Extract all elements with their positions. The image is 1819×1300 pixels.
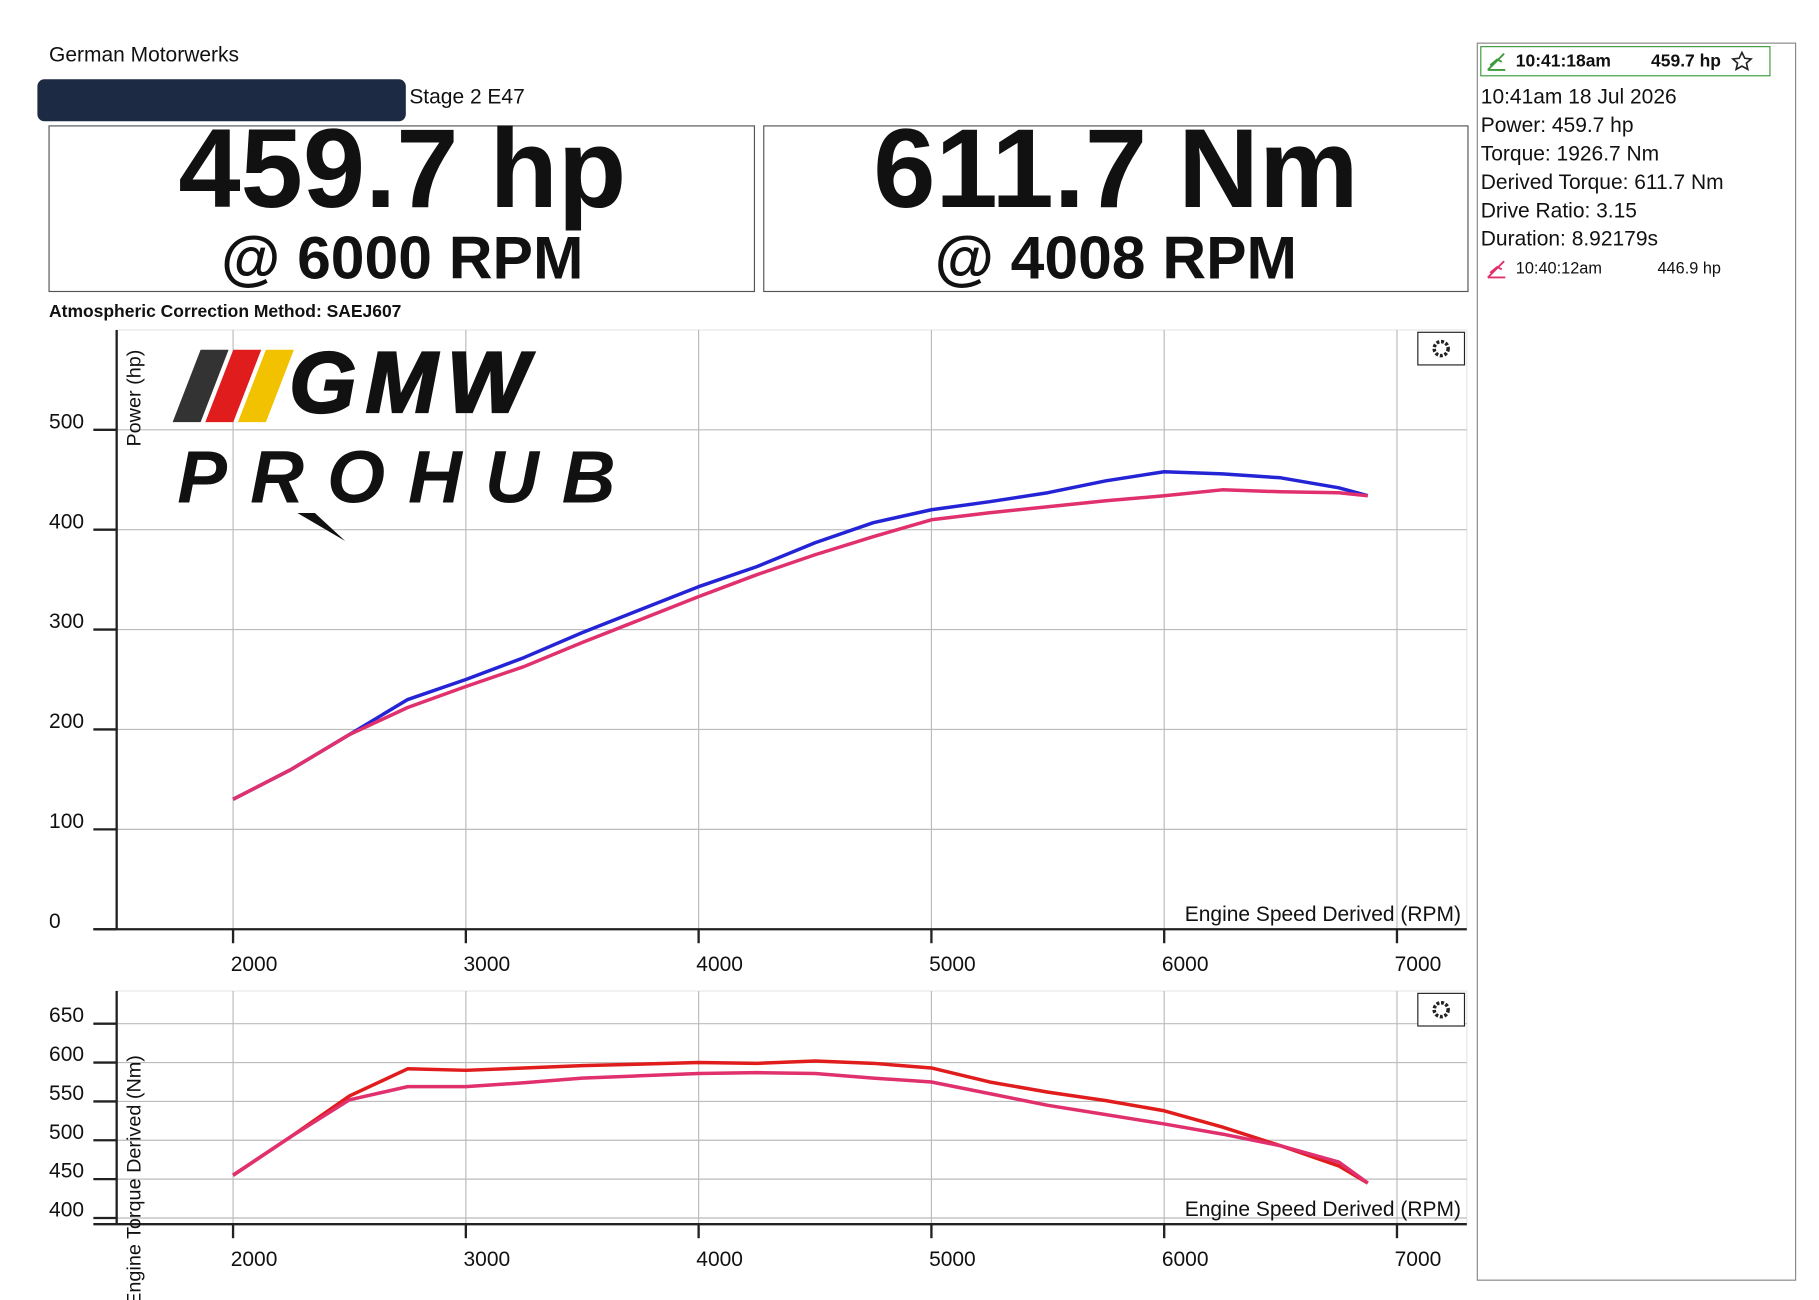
y-tick-label: 650 <box>49 1004 84 1027</box>
y-tick-label: 0 <box>49 910 61 933</box>
y-tick-label: 450 <box>49 1160 84 1183</box>
other-peak: 446.9 hp <box>1657 260 1721 278</box>
y-axis-title: Engine Torque Derived (Nm) <box>124 1055 146 1300</box>
run-details: 10:41am 18 Jul 2026 Power: 459.7 hp Torque… <box>1481 85 1724 250</box>
run-icon <box>1487 260 1506 279</box>
x-tick-label: 5000 <box>929 953 976 976</box>
data-line <box>232 488 1369 801</box>
settings-icon <box>1432 1000 1450 1019</box>
detail-line: 10:41am 18 Jul 2026 <box>1481 85 1677 108</box>
detail-line: Torque: 1926.7 Nm <box>1481 142 1659 165</box>
current-run[interactable] <box>1480 46 1771 77</box>
x-tick-label: 3000 <box>464 1248 511 1271</box>
logo-stripe <box>172 349 229 423</box>
y-tick-label: 600 <box>49 1043 84 1066</box>
settings-button[interactable] <box>1417 992 1466 1027</box>
peak-power-rpm: @ 6000 RPM <box>221 223 583 291</box>
logo-stripe <box>237 349 294 423</box>
x-tick-label: 6000 <box>1162 1248 1209 1271</box>
x-axis-title: Engine Speed Derived (RPM) <box>1185 1198 1461 1221</box>
x-axis-title: Engine Speed Derived (RPM) <box>1185 903 1461 926</box>
x-tick-label: 7000 <box>1395 1248 1442 1271</box>
x-tick-label: 2000 <box>231 1248 278 1271</box>
y-tick-label: 400 <box>49 1199 84 1222</box>
x-tick-label: 5000 <box>929 1248 976 1271</box>
y-tick-label: 100 <box>49 810 84 833</box>
plot-area <box>116 990 1468 1225</box>
x-tick-label: 7000 <box>1395 953 1442 976</box>
charts: 2000 3000 4000 5000 6000 7000 0 100 200 300 400 500… <box>49 329 1468 1300</box>
current-peak: 459.7 hp <box>1651 50 1721 70</box>
x-tick-label: 4000 <box>696 953 743 976</box>
other-time[interactable]: 10:40:12am <box>1516 260 1602 278</box>
logo-swoosh <box>297 513 346 541</box>
y-tick-label: 550 <box>49 1082 84 1105</box>
x-tick-label: 2000 <box>231 953 278 976</box>
logo-brand: GMW <box>289 335 535 431</box>
run-icon <box>1487 52 1506 71</box>
logo-stripe <box>205 349 262 423</box>
y-tick-label: 400 <box>49 510 84 533</box>
y-tick-label: 500 <box>49 410 84 433</box>
settings-button[interactable] <box>1417 331 1466 366</box>
peak-torque-rpm: @ 4008 RPM <box>935 223 1297 291</box>
correction-method: Atmospheric Correction Method: SAEJ607 <box>49 301 401 321</box>
detail-line: Duration: 8.92179s <box>1481 228 1658 251</box>
x-tick-label: 6000 <box>1162 953 1209 976</box>
x-tick-label: 4000 <box>696 1248 743 1271</box>
torque-box <box>763 125 1469 293</box>
y-axis-title: Power (hp) <box>124 350 146 447</box>
favorite[interactable] <box>1730 50 1753 71</box>
y-tick-label: 300 <box>49 610 84 633</box>
current-time: 10:41:18am <box>1516 50 1611 70</box>
x-tick-label: 3000 <box>464 953 511 976</box>
peak-torque: 611.7 Nm <box>873 106 1358 231</box>
redacted <box>37 79 406 122</box>
data-line <box>232 469 1369 801</box>
y-tick-label: 500 <box>49 1121 84 1144</box>
data-line <box>232 1070 1369 1185</box>
shop-name: German Motorwerks <box>49 44 239 67</box>
run-name: Stage 2 E47 <box>409 85 524 108</box>
detail-line: Derived Torque: 611.7 Nm <box>1481 171 1724 194</box>
settings-icon <box>1432 339 1450 358</box>
sidebar <box>1476 42 1797 1281</box>
power-box <box>48 125 756 293</box>
data-line <box>232 1059 1369 1185</box>
detail-line: Power: 459.7 hp <box>1481 114 1634 137</box>
detail-line: Drive Ratio: 3.15 <box>1481 199 1637 222</box>
y-tick-label: 200 <box>49 710 84 733</box>
peak-power: 459.7 hp <box>178 106 626 231</box>
